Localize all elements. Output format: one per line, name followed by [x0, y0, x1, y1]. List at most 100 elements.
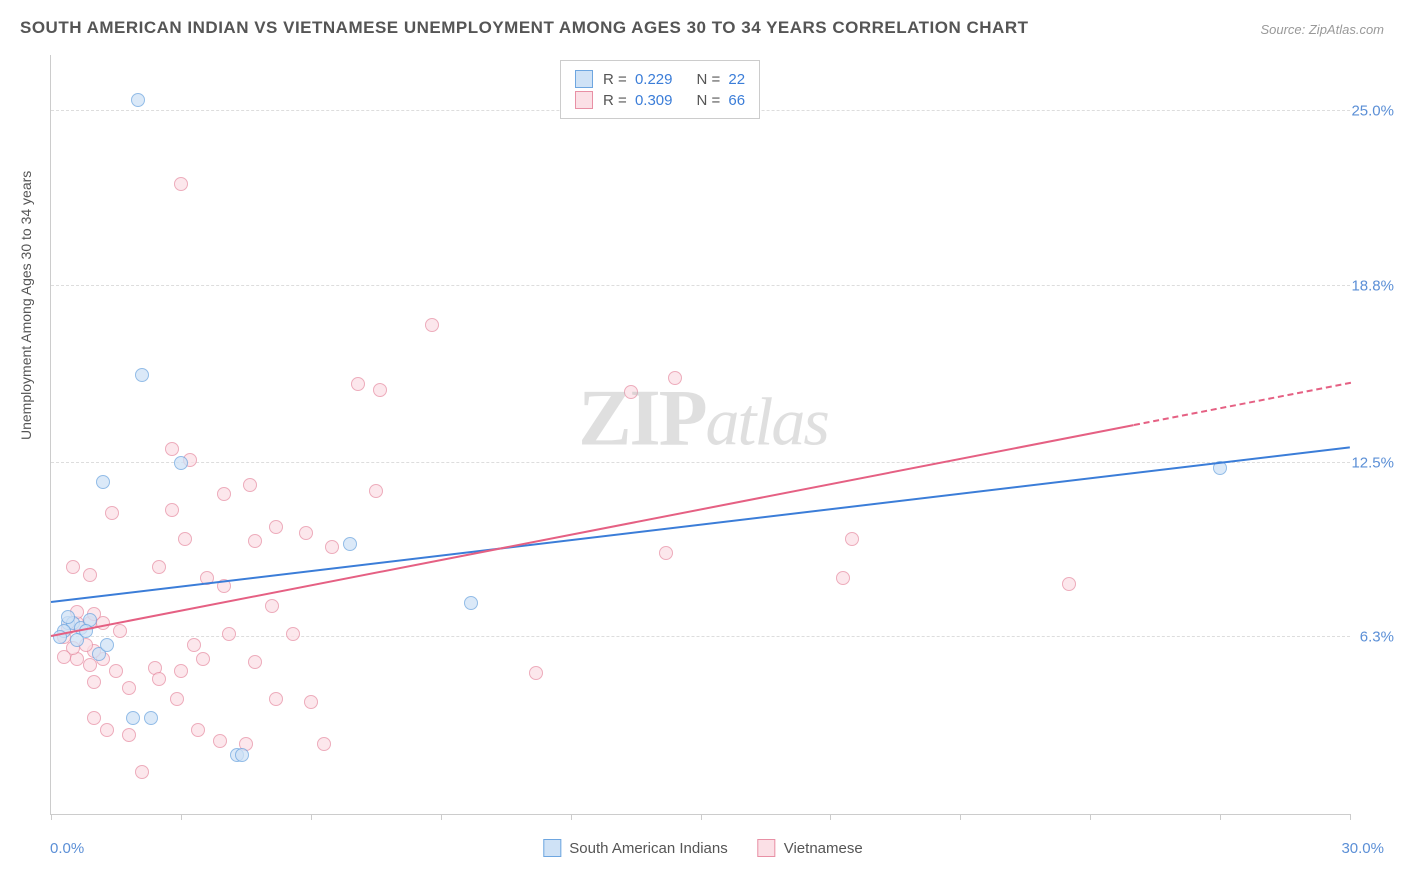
source-label: Source: ZipAtlas.com	[1260, 22, 1384, 37]
data-point	[369, 484, 383, 498]
x-tick	[960, 814, 961, 820]
data-point	[243, 478, 257, 492]
data-point	[464, 596, 478, 610]
x-axis-min-label: 0.0%	[50, 840, 84, 857]
data-point	[135, 765, 149, 779]
legend-item-label: South American Indians	[569, 840, 727, 857]
data-point	[61, 610, 75, 624]
data-point	[222, 627, 236, 641]
legend-n-value: 66	[728, 92, 745, 109]
trend-line	[1133, 382, 1350, 426]
data-point	[152, 560, 166, 574]
data-point	[425, 318, 439, 332]
data-point	[135, 368, 149, 382]
trend-line	[51, 447, 1350, 604]
data-point	[343, 537, 357, 551]
x-tick	[830, 814, 831, 820]
data-point	[269, 692, 283, 706]
data-point	[178, 532, 192, 546]
data-point	[248, 655, 262, 669]
data-point	[317, 737, 331, 751]
legend-item: Vietnamese	[758, 839, 863, 857]
data-point	[96, 475, 110, 489]
legend-series: South American Indians Vietnamese	[543, 839, 862, 857]
data-point	[165, 503, 179, 517]
legend-n-label: N = 22	[696, 71, 745, 88]
data-point	[351, 377, 365, 391]
data-point	[87, 711, 101, 725]
data-point	[836, 571, 850, 585]
data-point	[131, 93, 145, 107]
data-point	[122, 681, 136, 695]
data-point	[845, 532, 859, 546]
data-point	[152, 672, 166, 686]
legend-swatch	[575, 70, 593, 88]
x-tick	[441, 814, 442, 820]
legend-r-value: 0.309	[635, 92, 673, 109]
data-point	[191, 723, 205, 737]
data-point	[235, 748, 249, 762]
x-tick	[571, 814, 572, 820]
data-point	[144, 711, 158, 725]
data-point	[174, 664, 188, 678]
data-point	[529, 666, 543, 680]
data-point	[109, 664, 123, 678]
gridline	[51, 636, 1350, 637]
chart-title: SOUTH AMERICAN INDIAN VS VIETNAMESE UNEM…	[20, 18, 1028, 38]
x-tick	[1090, 814, 1091, 820]
data-point	[87, 675, 101, 689]
data-point	[57, 650, 71, 664]
legend-swatch	[575, 91, 593, 109]
y-tick-label: 12.5%	[1351, 454, 1394, 471]
data-point	[659, 546, 673, 560]
data-point	[122, 728, 136, 742]
data-point	[304, 695, 318, 709]
data-point	[100, 638, 114, 652]
data-point	[325, 540, 339, 554]
legend-swatch	[758, 839, 776, 857]
plot-area	[50, 55, 1350, 815]
x-tick	[181, 814, 182, 820]
data-point	[83, 568, 97, 582]
legend-n-value: 22	[728, 71, 745, 88]
y-tick-label: 25.0%	[1351, 103, 1394, 120]
legend-r-label: R = 0.229	[603, 71, 672, 88]
legend-stats: R = 0.229 N = 22 R = 0.309 N = 66	[560, 60, 760, 119]
data-point	[113, 624, 127, 638]
data-point	[126, 711, 140, 725]
data-point	[66, 560, 80, 574]
data-point	[624, 385, 638, 399]
data-point	[269, 520, 283, 534]
data-point	[187, 638, 201, 652]
data-point	[668, 371, 682, 385]
data-point	[213, 734, 227, 748]
data-point	[286, 627, 300, 641]
trend-line	[51, 424, 1134, 637]
data-point	[165, 442, 179, 456]
x-tick	[1220, 814, 1221, 820]
gridline	[51, 285, 1350, 286]
legend-n-label: N = 66	[696, 92, 745, 109]
y-tick-label: 6.3%	[1360, 628, 1394, 645]
data-point	[100, 723, 114, 737]
x-tick	[1350, 814, 1351, 820]
data-point	[174, 177, 188, 191]
gridline	[51, 462, 1350, 463]
x-axis-max-label: 30.0%	[1341, 840, 1384, 857]
data-point	[373, 383, 387, 397]
data-point	[248, 534, 262, 548]
data-point	[265, 599, 279, 613]
legend-stat-row: R = 0.309 N = 66	[575, 91, 745, 109]
x-tick	[51, 814, 52, 820]
legend-swatch	[543, 839, 561, 857]
legend-stat-row: R = 0.229 N = 22	[575, 70, 745, 88]
data-point	[174, 456, 188, 470]
data-point	[1062, 577, 1076, 591]
y-tick-label: 18.8%	[1351, 277, 1394, 294]
legend-r-value: 0.229	[635, 71, 673, 88]
data-point	[105, 506, 119, 520]
legend-item-label: Vietnamese	[784, 840, 863, 857]
data-point	[217, 487, 231, 501]
legend-r-label: R = 0.309	[603, 92, 672, 109]
legend-item: South American Indians	[543, 839, 727, 857]
